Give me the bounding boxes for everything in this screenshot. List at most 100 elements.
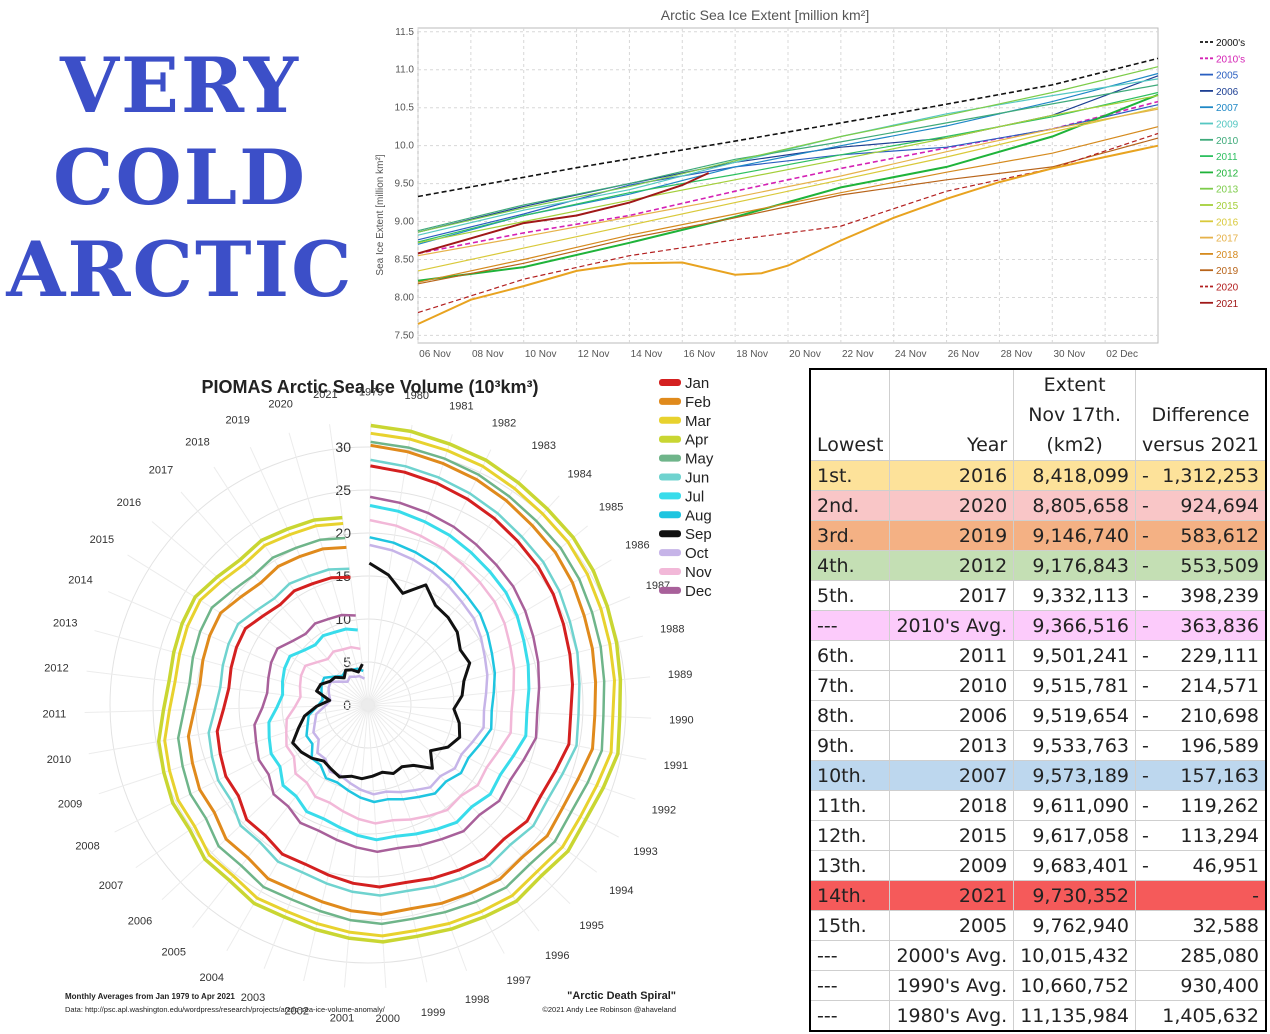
spiral-spoke [263, 704, 369, 969]
extent-x-tick-label: 06 Nov [419, 349, 451, 360]
spiral-legend-label: Jun [685, 470, 709, 487]
extent-y-tick-label: 11.0 [395, 65, 414, 76]
extent-y-tick-label: 7.50 [395, 330, 415, 341]
table-cell-rank: 15th. [809, 910, 891, 941]
headline-line-1: VERY [60, 41, 300, 130]
extent-x-tick-label: 16 Nov [683, 349, 715, 360]
extent-legend-label: 2009 [1216, 120, 1239, 131]
table-cell-rank: 5th. [809, 580, 891, 611]
table-cell-sign [1135, 910, 1155, 941]
extent-series-line-2009 [417, 78, 1159, 236]
spiral-year-label: 1995 [579, 920, 603, 932]
spiral-footer-left-1: Monthly Averages from Jan 1979 to Apr 20… [65, 992, 235, 1001]
extent-x-tick-label: 18 Nov [736, 349, 768, 360]
table-cell-year: 2019 [889, 520, 1015, 551]
spiral-series [156, 423, 623, 944]
table-cell-diff: 210,698 [1154, 700, 1267, 731]
spiral-footer-right-1: "Arctic Death Spiral" [567, 990, 676, 1002]
table-row: 14th. 2021 9,730,352- [809, 880, 1267, 911]
spiral-year-label: 2010 [47, 754, 71, 766]
spiral-r-tick-label: 5 [343, 654, 351, 670]
spiral-year-label: 2002 [284, 1006, 308, 1018]
table-cell-rank: 8th. [809, 700, 891, 731]
spiral-spoke [114, 704, 369, 833]
spiral-spoke [367, 434, 453, 706]
table-cell-extent: 10,015,432 [1013, 940, 1137, 971]
spiral-year-label: 1992 [652, 804, 676, 816]
table-cell-diff: 363,836 [1154, 610, 1267, 641]
spiral-spoke [367, 635, 644, 706]
spiral-legend-label: Mar [685, 413, 711, 430]
table-row: 2nd. 2020 8,805,658-924,694 [809, 490, 1267, 521]
table-cell-extent: 9,176,843 [1013, 550, 1137, 581]
spiral-spoke [367, 596, 631, 706]
spiral-year-label: 2007 [99, 880, 123, 892]
table-cell-rank: 9th. [809, 730, 891, 761]
spiral-spoke [367, 704, 598, 873]
table-row: 1st. 2016 8,418,099-1,312,253 [809, 460, 1267, 491]
extent-x-tick-label: 14 Nov [631, 349, 663, 360]
spiral-ring [152, 489, 584, 921]
extent-y-tick-label: 10.0 [395, 141, 415, 152]
spiral-year-label: 2008 [75, 841, 99, 853]
extent-legend-label: 2005 [1216, 71, 1239, 82]
spiral-year-label: 1991 [664, 760, 688, 772]
table-row: --- 1980's Avg. 11,135,984 1,405,632 [809, 1000, 1267, 1032]
extent-series-line-2016low [417, 144, 1159, 325]
spiral-spoke [367, 469, 528, 706]
spiral-spoke [192, 704, 369, 928]
spiral-spoke [367, 704, 620, 838]
table-cell-sign: - [1135, 580, 1155, 611]
table-cell-sign: - [1135, 730, 1155, 761]
spiral-ring [109, 446, 627, 964]
table-cell-extent: 8,805,658 [1013, 490, 1137, 521]
table-cell-year: 2012 [889, 550, 1015, 581]
extent-y-tick-label: 11.5 [395, 27, 414, 38]
spiral-legend-swatch [659, 492, 681, 500]
spiral-series-line-sep [291, 561, 472, 781]
spiral-legend-swatch [659, 473, 681, 481]
table-cell-year: 2011 [889, 640, 1015, 671]
spiral-year-label: 1983 [531, 440, 555, 452]
spiral-spoke [367, 704, 647, 760]
spiral-legend-label: Sep [685, 526, 712, 543]
extent-series-line-2013 [417, 66, 1159, 233]
table-cell-year: 1990's Avg. [889, 970, 1015, 1001]
spiral-year-label: 2018 [185, 437, 209, 449]
table-row: 7th. 2010 9,515,781-214,571 [809, 670, 1267, 701]
spiral-series-line-feb [186, 443, 598, 916]
spiral-footer-right-2: ©2021 Andy Lee Robinson @ahaveland [542, 1005, 676, 1014]
spiral-year-label: 2019 [225, 415, 249, 427]
spiral-year-label: 2006 [128, 915, 152, 927]
spiral-series-line-dec [253, 495, 541, 854]
spiral-legend-swatch [659, 454, 681, 462]
table-cell-sign: - [1135, 610, 1155, 641]
table-cell-extent: 9,332,113 [1013, 580, 1137, 611]
extent-x-tick-label: 08 Nov [472, 349, 504, 360]
header-year: Year [889, 368, 1015, 461]
spiral-year-label: 1982 [492, 417, 516, 429]
table-cell-rank: 7th. [809, 670, 891, 701]
spiral-year-label: 2016 [117, 497, 141, 509]
table-cell-year: 1980's Avg. [889, 1000, 1015, 1032]
table-cell-sign: - [1135, 760, 1155, 791]
spiral-spoke [329, 424, 369, 706]
spiral-r-tick-label: 0 [343, 697, 351, 713]
spiral-legend-swatch [659, 397, 681, 405]
spiral-ring [238, 575, 498, 835]
table-cell-extent: 9,366,516 [1013, 610, 1137, 641]
table-cell-diff: 1,405,632 [1154, 1000, 1267, 1032]
table-cell-rank: 14th. [809, 880, 891, 911]
extent-y-tick-label: 10.5 [395, 103, 415, 114]
extent-legend-label: 2012 [1216, 168, 1239, 179]
table-cell-extent: 8,418,099 [1013, 460, 1137, 491]
spiral-series-line-mar [163, 431, 616, 938]
extent-grid: 7.50 8.00 8.50 9.00 9.50 10.0 10.5 11.0 11.5 06 N… [395, 27, 1159, 360]
extent-y-tick-label: 9.00 [395, 217, 415, 228]
table-cell-sign [1135, 940, 1155, 971]
table-row: 12th. 2015 9,617,058-113,294 [809, 820, 1267, 851]
table-cell-sign: - [1135, 550, 1155, 581]
extent-series-line-2018 [417, 126, 1159, 283]
table-cell-rank: --- [809, 1000, 891, 1032]
sea-ice-volume-spiral-chart: PIOMAS Arctic Sea Ice Volume (10³km³) 0 5… [43, 375, 714, 1025]
